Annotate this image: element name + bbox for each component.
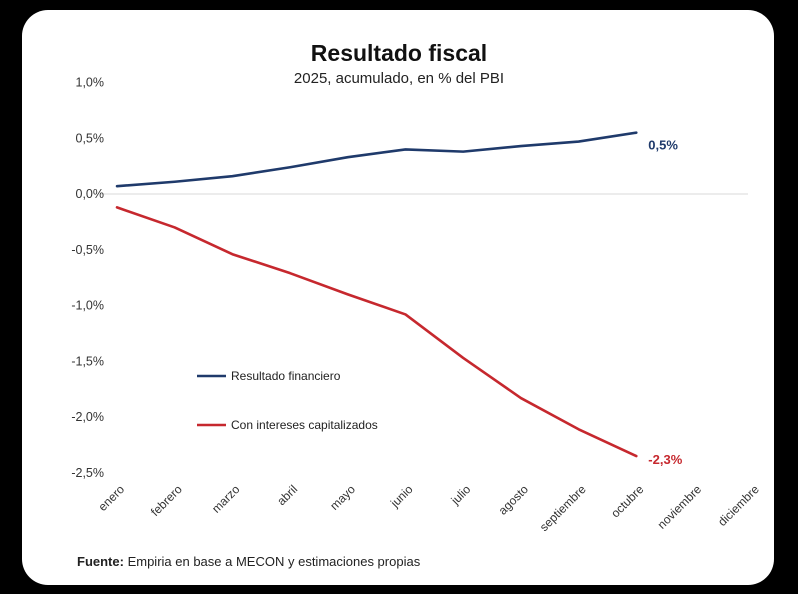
x-tick-label: septiembre bbox=[537, 482, 589, 534]
y-tick-label: -0,5% bbox=[71, 243, 104, 257]
y-tick-label: 0,5% bbox=[76, 131, 105, 145]
y-tick-label: -2,0% bbox=[71, 410, 104, 424]
x-tick-label: junio bbox=[387, 482, 416, 511]
x-tick-label: agosto bbox=[496, 482, 532, 518]
x-tick-label: mayo bbox=[327, 482, 358, 513]
series-line-con-intereses-capitalizados bbox=[115, 206, 638, 458]
data-label: -2,3% bbox=[648, 452, 682, 467]
x-tick-label: diciembre bbox=[715, 482, 762, 529]
x-tick-label: febrero bbox=[148, 482, 185, 519]
x-tick-label: julio bbox=[448, 482, 474, 508]
y-tick-label: 1,0% bbox=[76, 76, 105, 90]
y-tick-label: -2,5% bbox=[71, 466, 104, 480]
legend-label: Resultado financiero bbox=[231, 369, 341, 383]
chart-title: Resultado fiscal bbox=[310, 40, 488, 66]
y-tick-label: 0,0% bbox=[76, 187, 105, 201]
source-note: Fuente: Empiria en base a MECON y estima… bbox=[77, 554, 420, 569]
chart-card bbox=[22, 10, 774, 585]
x-tick-label: abril bbox=[274, 482, 300, 508]
chart-subtitle: 2025, acumulado, en % del PBI bbox=[293, 70, 505, 87]
x-tick-label: enero bbox=[96, 482, 128, 514]
y-tick-label: -1,0% bbox=[71, 299, 104, 313]
source-label: Fuente: bbox=[77, 554, 124, 569]
x-tick-label: noviembre bbox=[655, 482, 705, 532]
x-tick-label: marzo bbox=[209, 482, 243, 516]
series-line-resultado-financiero bbox=[115, 131, 638, 188]
x-tick-label: octubre bbox=[608, 482, 646, 520]
legend-label: Con intereses capitalizados bbox=[231, 418, 378, 432]
source-text: Empiria en base a MECON y estimaciones p… bbox=[127, 554, 421, 569]
data-label: 0,5% bbox=[648, 138, 678, 153]
y-tick-label: -1,5% bbox=[71, 354, 104, 368]
